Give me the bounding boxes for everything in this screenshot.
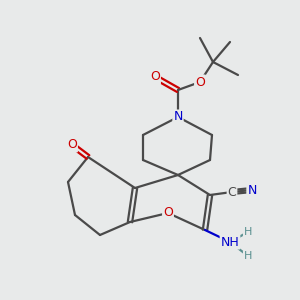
Text: NH: NH: [220, 236, 239, 248]
Text: H: H: [244, 227, 252, 237]
Text: O: O: [67, 139, 77, 152]
Text: O: O: [195, 76, 205, 88]
Text: O: O: [150, 70, 160, 83]
Text: C: C: [228, 185, 236, 199]
Text: O: O: [163, 206, 173, 220]
Text: H: H: [244, 251, 252, 261]
Text: N: N: [173, 110, 183, 124]
Text: N: N: [247, 184, 257, 196]
